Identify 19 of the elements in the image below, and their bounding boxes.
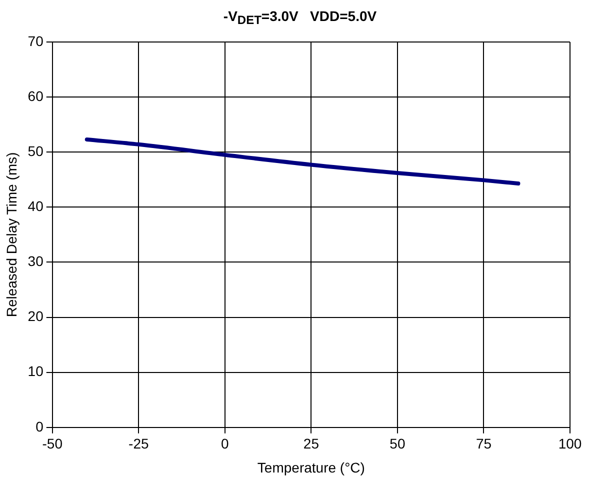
y-tick-label: 20 [28, 308, 44, 324]
y-tick-label: 70 [28, 32, 44, 49]
y-tick-label: 10 [28, 363, 44, 380]
y-tick-label: 0 [36, 418, 44, 434]
y-axis-title: Released Delay Time (ms) [3, 152, 20, 318]
x-tick-label: -25 [128, 436, 149, 452]
y-tick-label: 40 [28, 198, 44, 214]
x-axis-title: Temperature (°C) [257, 459, 365, 476]
chart-title: -V$_{DET}$=3.0V VDD=5.0V [222, 8, 378, 27]
x-tick-label: 0 [221, 436, 230, 452]
y-tick-label: 30 [28, 253, 44, 270]
y-tick-label: 60 [28, 88, 44, 104]
x-tick-label: 50 [390, 436, 406, 452]
x-tick-label: 25 [303, 436, 320, 452]
line-series [84, 137, 520, 186]
x-tick-label: -50 [42, 436, 63, 452]
x-tick-label: 75 [476, 436, 492, 452]
x-tick-label: 100 [558, 436, 582, 452]
y-tick-label: 50 [28, 142, 44, 159]
